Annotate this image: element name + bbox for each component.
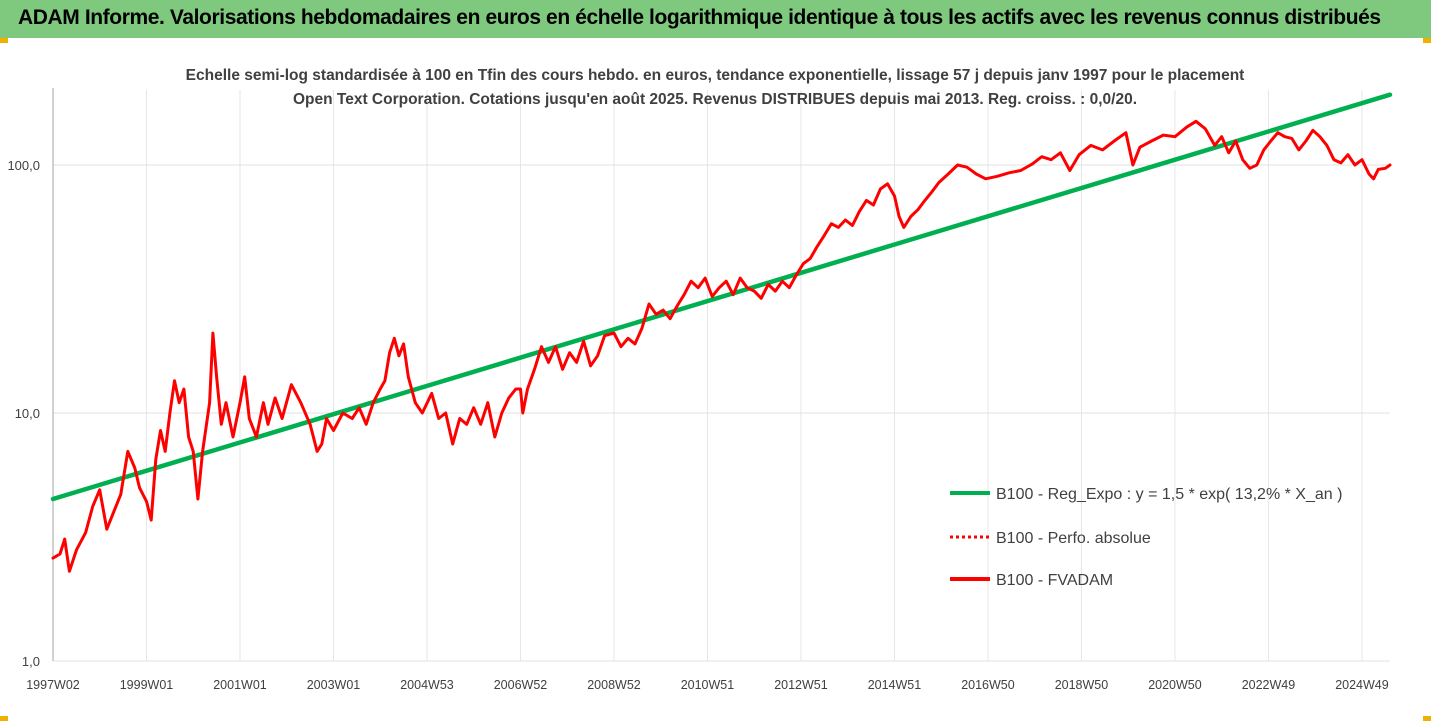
header-bar: ADAM Informe. Valorisations hebdomadaire… [0,0,1431,38]
legend-item-perfo: B100 - Perfo. absolue [996,530,1151,547]
corner-mark-right [1423,38,1431,43]
x-tick-label: 2024W49 [1335,678,1389,692]
y-tick-label: 1,0 [22,654,40,669]
x-tick-label: 2012W51 [774,678,828,692]
series-line-trend [50,92,1393,502]
x-axis-ticks: 1997W02 1999W01 2001W01 2003W01 2004W53 2006W… [26,678,1389,692]
y-tick-label: 100,0 [7,158,40,173]
series-lines [50,92,1393,573]
x-tick-label: 2020W50 [1148,678,1202,692]
x-tick-label: 2001W01 [213,678,267,692]
x-tick-label: 2018W50 [1055,678,1109,692]
x-tick-label: 2006W52 [494,678,548,692]
report-title: ADAM Informe. Valorisations hebdomadaire… [18,6,1381,29]
x-tick-label: 2008W52 [587,678,641,692]
series-line-fvadam [51,119,1392,573]
legend-item-trend: B100 - Reg_Expo : y = 1,5 * exp( 13,2% *… [996,486,1342,503]
x-tick-label: 2010W51 [681,678,735,692]
corner-mark-bottom-right [1423,716,1431,721]
x-tick-label: 2003W01 [307,678,361,692]
corner-mark-left [0,38,8,43]
y-tick-label: 10,0 [15,406,40,421]
y-axis-ticks: 1,0 10,0 100,0 [7,158,40,669]
corner-mark-bottom-left [0,716,8,721]
x-tick-label: 2016W50 [961,678,1015,692]
x-tick-label: 1999W01 [120,678,174,692]
legend: B100 - Reg_Expo : y = 1,5 * exp( 13,2% *… [950,486,1342,589]
x-tick-label: 2014W51 [868,678,922,692]
chart-subtitle: Echelle semi-log standardisée à 100 en T… [185,67,1245,108]
gridlines [52,90,1390,662]
x-tick-label: 2022W49 [1242,678,1296,692]
legend-item-fvadam: B100 - FVADAM [996,572,1113,589]
x-tick-label: 2004W53 [400,678,454,692]
x-tick-label: 1997W02 [26,678,80,692]
